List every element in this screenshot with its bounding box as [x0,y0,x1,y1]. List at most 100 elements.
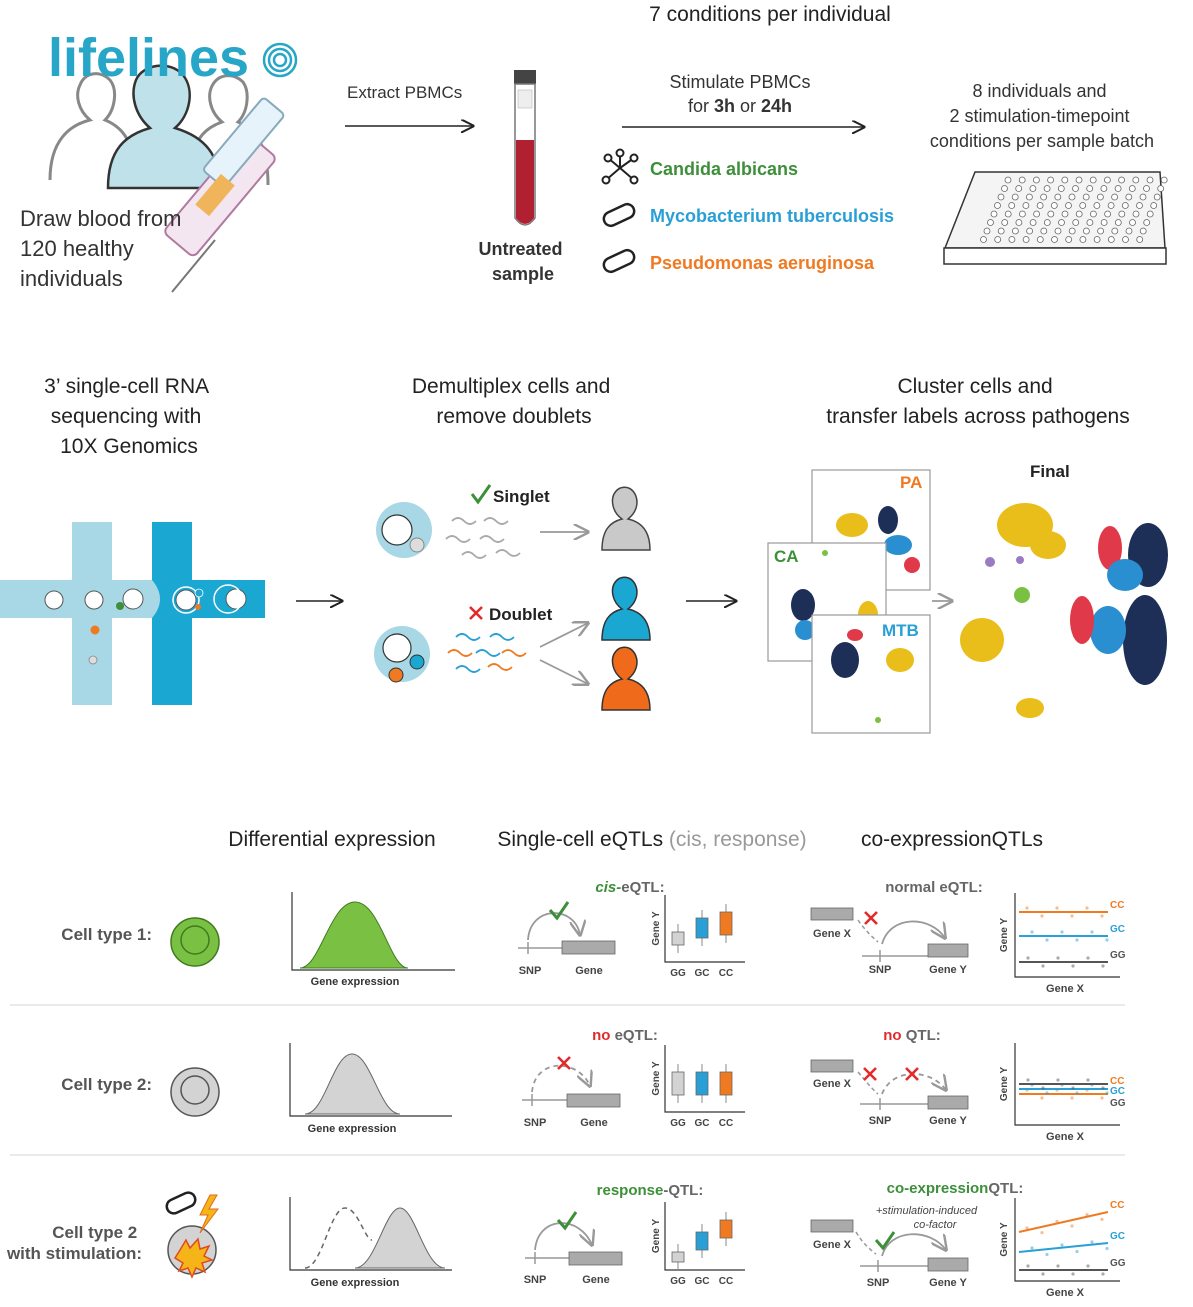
boxplot-box-cc [719,1219,733,1239]
plate-well [1083,227,1090,235]
gene-expression-label-3: Gene expression [311,1277,400,1289]
scatter-point [1030,930,1034,934]
plate-well [1111,227,1119,235]
scatter-genotype-label: GG [1110,950,1126,961]
scatter-point [1025,906,1029,910]
seq-title-line2: sequencing with [51,405,202,428]
plate-well [1082,193,1090,201]
scatter-ylabel: Gene Y [999,1067,1010,1102]
batch-line2: 2 stimulation-timepoint [949,106,1129,126]
plate-well [1121,202,1129,209]
cofactor-line1: +stimulation-induced [876,1205,978,1217]
draw-blood-line3: individuals [20,266,123,291]
scatter-genotype-label: GC [1110,1086,1125,1097]
candida-icon [601,148,639,185]
snp-label-4: SNP [869,964,892,976]
boxplot-box-gg [671,931,685,946]
plate-well [994,236,1002,243]
snp-label-3: SNP [524,1274,547,1286]
gene-label-1: Gene [575,965,603,977]
scatter-point [1056,956,1060,960]
plate-well [1061,176,1069,184]
cluster-title-line2: transfer labels across pathogens [826,405,1130,428]
plate-well [994,202,1001,209]
plate-well [1114,219,1122,226]
seq-title-line1: 3’ single-cell RNA [44,375,209,398]
scatter-row1: Gene Y Gene X CC GC GG [999,893,1126,995]
plate-well [1100,185,1108,192]
scatter-point [1026,1264,1030,1268]
scatter-point [1105,1246,1109,1251]
scatter-point [1100,1217,1104,1221]
genotype-label: GG [670,1118,686,1129]
plate-well [1107,202,1115,209]
check-icon [556,1211,578,1231]
row3-label-line2: with stimulation: [6,1244,142,1263]
svg-text:8 individuals and 2 stim: 8 individuals and 2 stimulation-timepoin… [930,81,1154,151]
plate-well [1068,227,1076,235]
stimulate-line1: Stimulate PBMCs [669,72,810,92]
row3-label-line1: Cell type 2 [52,1223,137,1242]
people-silhouettes-icon [48,64,270,190]
scatter-point [1041,1086,1045,1090]
plate-well [1065,202,1072,209]
boxplot-axes [664,1202,745,1271]
lifelines-logo: lifelines [48,28,249,88]
plate-well [1036,202,1044,209]
svg-text:3’ single-cell RNA seque: 3’ single-cell RNA sequencing with 10X G… [44,375,214,458]
plate-well [1072,219,1080,226]
plate-well [1079,202,1087,209]
plate-well [1029,219,1037,226]
batch-line1: 8 individuals and [972,81,1106,101]
well-plate-icon [943,171,1168,265]
plate-well [1026,193,1033,201]
genotype-label: GG [670,1276,686,1287]
plate-well [1107,236,1115,243]
plate-well [1089,176,1097,184]
draw-blood-line2: 120 healthy [20,236,134,261]
person-gray-icon [601,486,651,551]
scatter-point [1100,1096,1104,1100]
svg-text:Draw blood from 120 heal: Draw blood from 120 healthy individuals [20,206,188,291]
doublet-droplet [374,626,430,683]
boxplot-row2: Gene Y GG GC CC [651,1045,745,1129]
microfluidic-chip-icon [0,522,265,705]
plate-well [1061,210,1069,218]
check-icon [470,484,492,505]
plate-well [1026,227,1033,235]
scatter-point [1055,906,1059,910]
boxplot-ylabel: Gene Y [651,911,662,946]
plate-well [1043,185,1051,192]
scatter-point [1075,938,1079,942]
bottom-section: Differential expression Single-cell eQTL… [6,828,1126,1299]
gene-y-label-2: Gene Y [929,1115,967,1127]
scatter-point [1045,1252,1049,1257]
plate-well [1072,185,1079,192]
plate-well [1029,185,1037,192]
plate-well [997,193,1005,201]
coexp-row3: co-expressionQTL: +stimulation-induced c… [810,1180,1023,1289]
plate-well [1132,210,1140,218]
genotype-label: GC [695,968,710,979]
plate-well [1136,236,1144,243]
check-icon [548,901,570,921]
cell-type2-stim-icon [165,1191,219,1279]
scatter-point [1086,956,1090,960]
plate-well [1118,210,1126,218]
boxplot-box-gc [695,1231,709,1251]
gene-expression-label-2: Gene expression [308,1123,397,1135]
boxplot-ylabel: Gene Y [651,1219,662,1254]
plate-well [1047,176,1054,184]
singlet-rna-waves [445,517,521,559]
doublet-arrow-down [539,659,588,684]
plate-well [1132,176,1140,184]
coexp-row1-title: normal eQTL: [885,879,983,896]
eqtl-row3: response-QTL: SNP Gene [524,1182,704,1286]
cross-icon [864,911,878,925]
plate-well [1114,185,1122,192]
gene-expression-label-1: Gene expression [311,976,400,988]
plate-well [1111,193,1118,201]
eqtl-row1-title: cis-eQTL: [595,879,664,896]
